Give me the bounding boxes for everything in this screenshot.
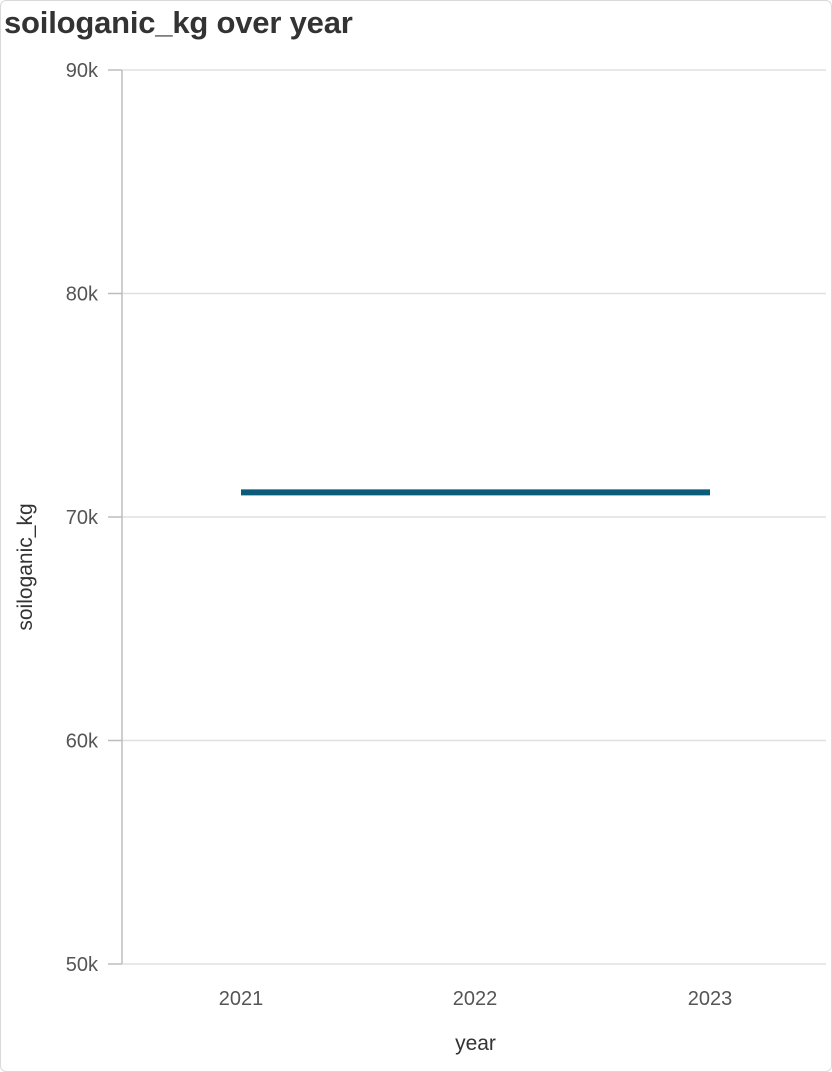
y-tick-label: 60k	[66, 731, 99, 753]
y-axis-title: soiloganic_kg	[14, 503, 37, 630]
y-tick-label: 70k	[66, 507, 99, 529]
y-tick-label: 90k	[66, 60, 99, 82]
x-tick-label: 2022	[453, 988, 498, 1010]
grid-lines	[122, 69, 826, 965]
chart-title: soiloganic_kg over year	[4, 5, 353, 40]
x-tick-label: 2023	[688, 988, 733, 1010]
tick-labels: 50k 60k 70k 80k 90k 2021 2022 2023	[66, 60, 733, 1010]
y-tick-label: 50k	[66, 954, 99, 976]
x-tick-label: 2021	[219, 988, 264, 1010]
y-tick-label: 80k	[66, 284, 99, 306]
axes	[108, 69, 123, 965]
x-axis-title: year	[455, 1032, 496, 1055]
